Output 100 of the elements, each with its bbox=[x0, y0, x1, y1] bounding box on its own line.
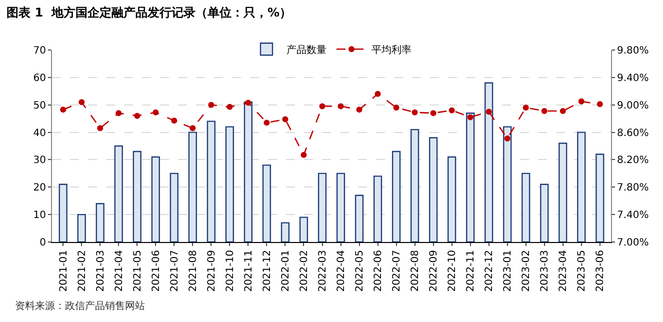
point bbox=[152, 109, 159, 116]
y-tick-label: 50 bbox=[33, 100, 46, 112]
x-tick-label: 2023-01 bbox=[502, 250, 514, 292]
bar bbox=[354, 194, 364, 242]
point bbox=[226, 104, 233, 110]
bar bbox=[596, 154, 604, 242]
point bbox=[78, 99, 85, 106]
bar bbox=[466, 112, 475, 242]
bar bbox=[448, 156, 456, 242]
y2-tick-label: 8.20% bbox=[617, 155, 649, 166]
x-tick-label: 2021-08 bbox=[188, 250, 199, 292]
point bbox=[264, 120, 270, 126]
x-tick-label: 2023-04 bbox=[558, 250, 570, 292]
point bbox=[412, 109, 418, 116]
point bbox=[356, 106, 362, 113]
x-tick-label: 2023-02 bbox=[521, 250, 532, 292]
point bbox=[448, 107, 455, 114]
y2-tick-label: 9.00% bbox=[617, 100, 649, 112]
bar bbox=[114, 145, 123, 242]
point bbox=[245, 100, 252, 106]
bar bbox=[577, 132, 586, 242]
bar bbox=[503, 126, 512, 242]
point bbox=[300, 152, 307, 158]
legend-label: 平均利率 bbox=[372, 44, 412, 56]
bar bbox=[429, 137, 438, 242]
point bbox=[596, 101, 603, 108]
point bbox=[208, 102, 214, 108]
bar bbox=[540, 184, 549, 242]
x-tick-label: 2021-09 bbox=[206, 250, 218, 292]
y-tick-label: 70 bbox=[33, 46, 46, 56]
y2-tick-label: 7.40% bbox=[617, 210, 649, 222]
x-tick-label: 2022-12 bbox=[484, 250, 496, 292]
x-tick-label: 2022-01 bbox=[280, 250, 292, 292]
point bbox=[578, 98, 584, 104]
point bbox=[116, 110, 122, 116]
y-tick-label: 40 bbox=[33, 128, 46, 139]
point bbox=[486, 108, 492, 115]
y2-tick-label: 9.80% bbox=[617, 46, 649, 56]
y-tick-label: 30 bbox=[33, 155, 46, 166]
bar bbox=[336, 172, 346, 242]
y2-tick-label: 9.40% bbox=[617, 72, 649, 84]
point bbox=[430, 110, 436, 116]
bar bbox=[318, 172, 327, 242]
point bbox=[282, 116, 288, 122]
bar bbox=[262, 164, 272, 242]
point bbox=[560, 108, 566, 114]
point bbox=[97, 125, 104, 132]
x-tick-label: 2023-05 bbox=[576, 250, 588, 292]
bar bbox=[132, 150, 142, 242]
y-tick-label: 0 bbox=[40, 238, 46, 248]
x-tick-label: 2022-03 bbox=[318, 250, 328, 292]
point bbox=[190, 125, 196, 132]
x-tick-label: 2021-05 bbox=[132, 250, 144, 292]
legend-label: 产品数量 bbox=[286, 44, 326, 56]
point bbox=[319, 103, 326, 110]
y2-tick-label: 7.80% bbox=[617, 182, 649, 194]
bar bbox=[410, 128, 420, 242]
point bbox=[338, 103, 344, 110]
point bbox=[374, 90, 381, 97]
x-tick-label: 2022-06 bbox=[373, 250, 384, 292]
x-tick-label: 2023-03 bbox=[540, 250, 551, 292]
x-tick-label: 2021-12 bbox=[262, 250, 273, 292]
x-tick-label: 2021-02 bbox=[76, 250, 88, 292]
x-tick-label: 2022-05 bbox=[354, 250, 366, 292]
bar bbox=[558, 142, 568, 242]
point bbox=[393, 104, 400, 111]
bar bbox=[206, 120, 216, 242]
x-tick-label: 2021-03 bbox=[95, 250, 106, 292]
x-tick-label: 2022-11 bbox=[466, 250, 477, 292]
y2-tick-label: 7.00% bbox=[617, 238, 649, 248]
point bbox=[60, 106, 66, 113]
y-tick-label: 10 bbox=[33, 210, 46, 222]
x-tick-label: 2021-07 bbox=[169, 250, 180, 292]
bar bbox=[244, 102, 253, 242]
y-tick-label: 20 bbox=[33, 182, 46, 194]
bar bbox=[373, 176, 382, 242]
bar bbox=[151, 156, 160, 242]
x-tick-label: 2021-06 bbox=[150, 250, 162, 292]
bar bbox=[484, 82, 494, 242]
point bbox=[171, 118, 178, 124]
bar bbox=[77, 214, 86, 242]
x-tick-label: 2022-09 bbox=[428, 250, 440, 292]
bar bbox=[280, 222, 290, 242]
x-tick-label: 2022-04 bbox=[336, 250, 347, 292]
bar bbox=[299, 216, 308, 242]
bar bbox=[392, 150, 401, 242]
x-tick-label: 2023-06 bbox=[595, 250, 606, 292]
bar bbox=[96, 203, 104, 242]
x-tick-label: 2022-02 bbox=[298, 250, 310, 292]
bar bbox=[170, 172, 178, 242]
x-tick-label: 2021-10 bbox=[224, 250, 236, 292]
bar bbox=[188, 132, 197, 242]
bar bbox=[522, 172, 530, 242]
x-tick-label: 2022-10 bbox=[447, 250, 458, 292]
y-tick-label: 60 bbox=[33, 72, 46, 84]
bar bbox=[58, 184, 68, 242]
point bbox=[504, 135, 510, 142]
x-tick-label: 2022-07 bbox=[392, 250, 403, 292]
x-tick-label: 2021-11 bbox=[243, 250, 254, 292]
point bbox=[522, 104, 529, 111]
